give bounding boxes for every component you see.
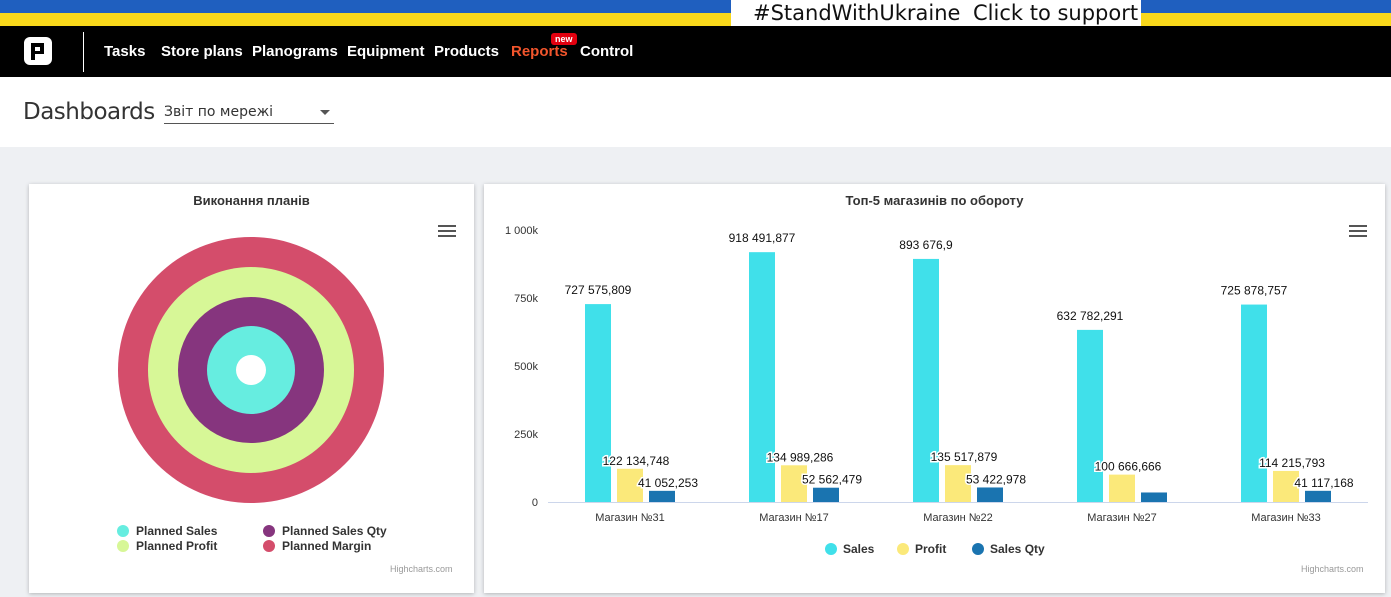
legend-label: Planned Profit	[136, 539, 217, 553]
data-label: 134 989,286	[767, 450, 834, 464]
report-select-value: Звіт по мережі	[164, 104, 274, 120]
banner-blue-stripe	[0, 0, 1391, 13]
x-tick-label: Магазин №27	[1087, 512, 1157, 524]
legend-marker	[825, 543, 837, 555]
bar-profit[interactable]	[781, 465, 807, 502]
y-tick-label: 250k	[514, 429, 538, 441]
bar-sales-qty[interactable]	[1305, 490, 1331, 502]
data-label: 727 575,809	[565, 283, 632, 297]
x-tick-label: Магазин №22	[923, 512, 993, 524]
bar-sales[interactable]	[1241, 304, 1267, 502]
chart-credits[interactable]: Highcharts.com	[1301, 564, 1364, 574]
legend-marker	[117, 540, 129, 552]
bar-sales[interactable]	[1077, 329, 1103, 502]
data-label: 893 676,9	[899, 238, 953, 252]
nav-tasks[interactable]: Tasks	[104, 43, 146, 60]
bar-sales[interactable]	[585, 304, 611, 502]
legend-item[interactable]: Sales	[825, 542, 875, 556]
bar-sales[interactable]	[913, 258, 939, 502]
y-tick-label: 750k	[514, 293, 538, 305]
bar-profit[interactable]	[1109, 474, 1135, 502]
top5-chart-card: Топ-5 магазинів по обороту 0 250k 500k 750k…	[484, 184, 1385, 593]
legend-marker	[897, 543, 909, 555]
banner-support-link[interactable]: Click to support	[973, 1, 1139, 25]
bar-profit[interactable]	[617, 468, 643, 502]
page-title: Dashboards	[23, 99, 155, 125]
data-label: 41 052,253	[638, 476, 698, 490]
plans-chart-svg: Planned Sales Planned Sales Qty Planned Pr…	[117, 237, 387, 553]
y-tick-label: 1 000k	[505, 225, 539, 237]
legend-marker	[263, 540, 275, 552]
legend-item[interactable]: Planned Sales	[117, 524, 218, 538]
legend-item[interactable]: Sales Qty	[972, 542, 1045, 556]
legend-marker	[263, 525, 275, 537]
data-label: 725 878,757	[1221, 284, 1288, 298]
report-select[interactable]: Звіт по мережі	[164, 102, 334, 124]
nav-products[interactable]: Products	[434, 43, 500, 60]
hamburger-menu-icon[interactable]	[1349, 225, 1367, 239]
bar-profit[interactable]	[945, 465, 971, 502]
legend-marker	[972, 543, 984, 555]
banner-hashtag: #StandWithUkraine	[753, 1, 961, 25]
nav-control[interactable]: Control	[580, 43, 634, 60]
new-badge: new	[551, 33, 577, 45]
data-label: 114 215,793	[1259, 456, 1325, 470]
bar-sales[interactable]	[749, 252, 775, 502]
data-label: 918 491,877	[729, 231, 796, 245]
legend-item[interactable]: Planned Margin	[263, 539, 371, 553]
chart-title: Виконання планів	[193, 193, 310, 208]
data-label: 52 562,479	[802, 473, 862, 487]
chart-credits[interactable]: Highcharts.com	[390, 564, 453, 574]
legend-label: Planned Sales Qty	[282, 524, 387, 538]
app-logo-icon[interactable]	[23, 36, 53, 66]
bar-sales-qty[interactable]	[977, 487, 1003, 502]
plans-chart-card: Виконання планів Planned Sales Planned Sa…	[29, 184, 474, 593]
legend-marker	[117, 525, 129, 537]
nav-divider	[83, 32, 84, 72]
x-tick-label: Магазин №33	[1251, 512, 1321, 524]
y-tick-label: 0	[532, 497, 538, 509]
data-label: 122 134,748	[603, 454, 670, 468]
x-tick-label: Магазин №17	[759, 512, 829, 524]
data-label: 632 782,291	[1057, 309, 1124, 323]
legend-item[interactable]: Planned Profit	[117, 539, 217, 553]
data-label: 41 117,168	[1294, 476, 1353, 490]
nav-reports[interactable]: Reports	[511, 43, 568, 60]
stand-with-ukraine-banner[interactable]: #StandWithUkraine Click to support	[0, 0, 1391, 26]
data-label: 53 422,978	[966, 472, 1026, 486]
x-tick-label: Магазин №31	[595, 512, 665, 524]
banner-yellow-stripe	[0, 13, 1391, 26]
legend-label: Planned Margin	[282, 539, 371, 553]
data-label: 135 517,879	[931, 450, 998, 464]
hamburger-menu-icon[interactable]	[438, 225, 456, 239]
legend-label: Planned Sales	[136, 524, 218, 538]
chart-title: Топ-5 магазинів по обороту	[845, 193, 1024, 208]
top-navigation: Tasks Store plans Planograms Equipment P…	[0, 26, 1391, 77]
bar-sales-qty[interactable]	[813, 487, 839, 502]
banner-link-box[interactable]: #StandWithUkraine Click to support	[731, 0, 1141, 26]
bar-profit[interactable]	[1273, 470, 1299, 502]
legend-label: Profit	[915, 542, 946, 556]
caret-down-icon	[320, 110, 330, 115]
legend-item[interactable]: Profit	[897, 542, 946, 556]
nav-equipment[interactable]: Equipment	[347, 43, 425, 60]
top5-chart-svg: 0 250k 500k 750k 1 000k 727 575,809 122 134,74…	[505, 225, 1368, 556]
page-header: Dashboards Звіт по мережі	[0, 77, 1391, 147]
legend-label: Sales Qty	[990, 542, 1045, 556]
legend-item[interactable]: Planned Sales Qty	[263, 524, 387, 538]
bar-sales-qty[interactable]	[1141, 492, 1167, 502]
legend-label: Sales	[843, 542, 875, 556]
nav-store-plans[interactable]: Store plans	[161, 43, 243, 60]
y-tick-label: 500k	[514, 361, 538, 373]
nav-planograms[interactable]: Planograms	[252, 43, 338, 60]
donut-hole	[236, 355, 266, 385]
bar-sales-qty[interactable]	[649, 490, 675, 502]
data-label: 100 666,666	[1095, 460, 1162, 474]
